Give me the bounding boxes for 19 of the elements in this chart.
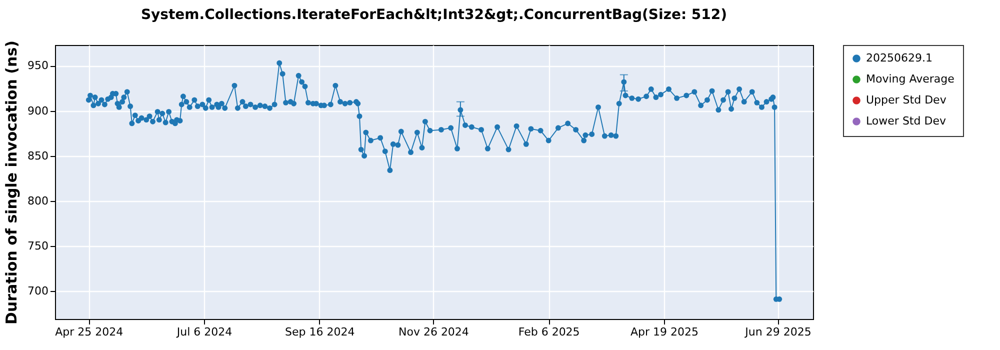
y-tick-label: 750	[28, 239, 48, 252]
legend-label: Lower Std Dev	[866, 114, 946, 128]
x-tick-label: Feb 6 2025	[518, 326, 580, 338]
y-tick-label: 900	[28, 104, 48, 118]
y-axis-title: Duration of single invocation (ns)	[2, 40, 21, 324]
chart-title: System.Collections.IterateForEach&lt;Int32&gt;.ConcurrentBag(Size: 512)	[140, 7, 728, 23]
y-tick-label: 800	[28, 194, 48, 208]
y-tick-label: 850	[28, 149, 48, 162]
x-tick-label: Apr 25 2024	[55, 326, 124, 338]
x-tick-label: Apr 19 2025	[630, 326, 698, 338]
x-tick-label: Jul 6 2024	[176, 326, 232, 338]
legend-label: Moving Average	[866, 72, 955, 86]
y-tick-label: 950	[28, 59, 48, 72]
legend-label: Upper Std Dev	[866, 94, 947, 106]
y-tick-label: 700	[28, 284, 48, 298]
x-tick-label: Nov 26 2024	[398, 326, 469, 338]
x-tick-label: Jun 29 2025	[744, 326, 812, 338]
legend-label: 20250629.1	[866, 52, 932, 64]
x-tick-label: Sep 16 2024	[285, 326, 355, 338]
